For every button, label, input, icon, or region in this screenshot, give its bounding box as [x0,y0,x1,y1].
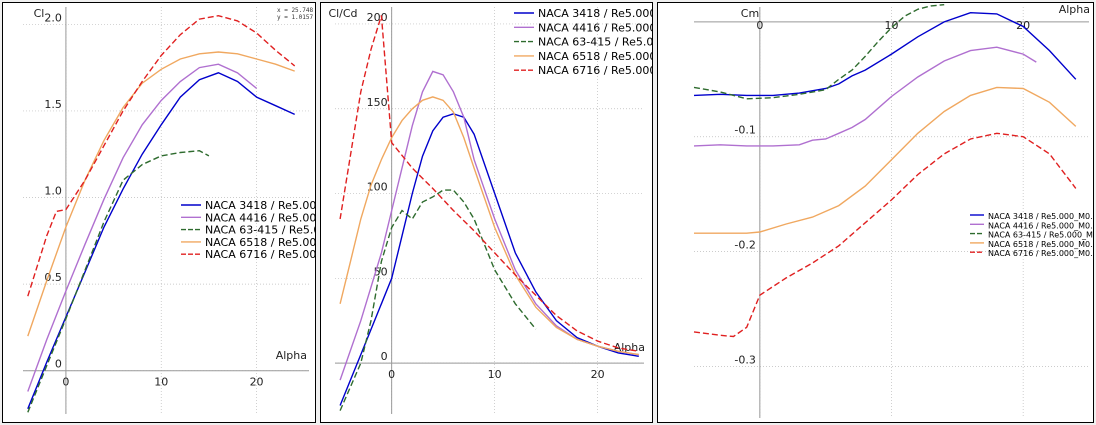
cl-series-line-3 [27,51,295,337]
clcd-xtick-label: 0 [388,368,395,381]
cm-ytick-label: -0.2 [734,239,755,252]
cm-xtick-label: 10 [885,19,899,32]
cm-chart-panel: -0.1 -0.2 -0.3 0 10 20 Cm Alpha NACA 3418 / Re5.… [657,2,1094,423]
cm-series-line-0 [693,11,1077,97]
clcd-legend-label: NACA 3418 / Re5.000_ [538,7,652,20]
cm-xlabel: Alpha [1059,3,1090,16]
cm-series-line-3 [694,86,1077,234]
cl-series-line-4 [27,14,296,297]
clcd-legend-label: NACA 63-415 / Re5.00 [538,36,652,49]
clcd-series-line-4 [339,15,639,352]
cm-series-line-2 [693,4,945,100]
cl-legend-label: NACA 6716 / Re5.000_ [205,248,315,261]
clcd-xtick-label: 10 [488,368,502,381]
cl-ytick-label: 1.0 [44,185,62,198]
cl-xtick-label: 20 [250,376,264,389]
cl-series-line-1 [27,63,258,392]
clcd-series-line-1 [339,70,639,381]
cm-legend-label: NACA 4416 / Re5.000_M0.33 [988,221,1093,230]
clcd-legend-label: NACA 6716 / Re5.000_ [538,64,652,77]
cl-ytick-label: 2.0 [44,11,62,24]
cl-ytick-label: 0.5 [44,271,62,284]
cursor-y-readout: y = 1.0157 [277,14,314,21]
cl-legend-label: NACA 3418 / Re5.000_ [205,199,315,212]
cm-legend-label: NACA 6518 / Re5.000_M0.33 [988,240,1093,249]
clcd-ylabel: Cl/Cd [328,7,357,20]
clcd-xtick-label: 20 [591,368,605,381]
cm-ylabel: Cm [741,7,759,20]
clcd-legend-label: NACA 6518 / Re5.000_ [538,50,652,63]
cm-series-line-1 [693,46,1037,147]
cm-legend-label: NACA 3418 / Re5.000_M0.33 [988,212,1093,221]
clcd-ytick-label: 200 [367,11,388,24]
cl-legend-label: NACA 4416 / Re5.000_ [205,211,315,224]
cl-xlabel: Alpha [276,349,307,362]
cl-chart-panel: 0 0.5 1.0 1.5 2.0 0 10 20 Cl Alpha x = 25.748 y = 1… [2,2,316,423]
clcd-series-line-3 [339,96,639,356]
cl-xtick-label: 10 [154,376,168,389]
cl-xtick-label: 0 [62,376,69,389]
cm-legend-label: NACA 6716 / Re5.000_M0.33 [988,249,1093,258]
cm-ytick-label: -0.3 [734,353,755,366]
cm-series-line-4 [693,132,1077,338]
cm-legend-label: NACA 63-415 / Re5.000_M0. [988,231,1093,240]
clcd-ytick-label: 0 [381,350,388,363]
cl-ytick-label: 1.5 [44,98,62,111]
clcd-chart-panel: 0 50 100 150 200 0 10 20 Cl/Cd Alpha NACA 3418 / R… [320,2,653,423]
cm-xtick-label: 0 [756,19,763,32]
cl-legend-label: NACA 63-415 / Re5.00 [205,224,315,237]
cursor-x-readout: x = 25.748 [277,7,314,14]
cm-ytick-label: -0.1 [734,124,755,137]
clcd-series-line-0 [339,113,639,406]
cl-ylabel: Cl [34,7,45,20]
clcd-legend-label: NACA 4416 / Re5.000_ [538,21,652,34]
cl-series-line-2 [27,149,210,413]
cl-ytick-label: 0 [55,358,62,371]
clcd-xlabel: Alpha [614,341,645,354]
clcd-ytick-label: 150 [367,96,388,109]
cl-legend-label: NACA 6518 / Re5.000_ [205,236,315,249]
clcd-series-line-2 [339,189,537,411]
